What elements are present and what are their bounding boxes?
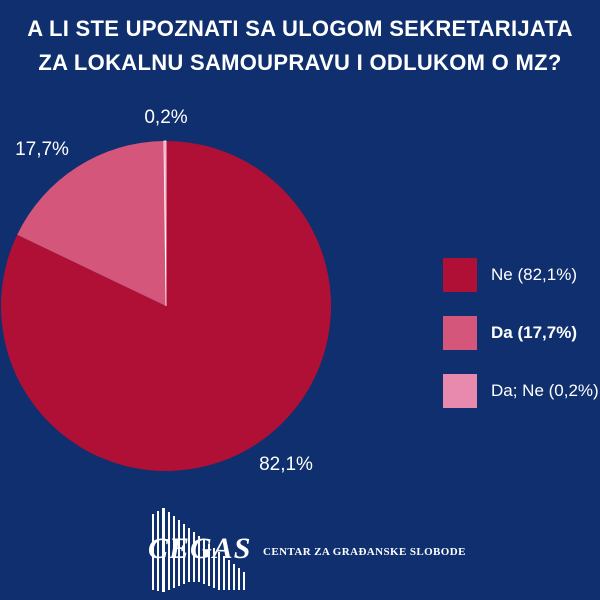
legend-item-da: Da (17,7%) <box>443 314 600 352</box>
footer-logo: CEGAS CENTAR ZA GRAĐANSKE SLOBODE <box>148 508 468 592</box>
data-label-2: 17,7% <box>15 139 69 160</box>
cegas-logo-text: CEGAS <box>148 532 252 565</box>
chart-title-line-1: A LI STE UPOZNATI SA ULOGOM SEKRETARIJAT… <box>27 16 573 41</box>
chart-title: A LI STE UPOZNATI SA ULOGOM SEKRETARIJAT… <box>0 12 600 80</box>
chart-title-line-2: ZA LOKALNU SAMOUPRAVU I ODLUKOM O MZ? <box>38 50 562 75</box>
legend-label-da-ne: Da; Ne (0,2%) <box>491 381 599 400</box>
cegas-logo-bars-icon <box>152 508 245 592</box>
legend-item-ne: Ne (82,1%) <box>443 256 600 294</box>
legend-item-da-ne: Da; Ne (0,2%) <box>443 372 600 410</box>
legend-swatch-da-ne <box>443 374 477 408</box>
legend-label-da: Da (17,7%) <box>491 323 577 342</box>
data-label-1: 82,1% <box>259 454 313 475</box>
legend-swatch-da <box>443 316 477 350</box>
data-label-3: 0,2% <box>144 107 187 128</box>
pie-slice-3 <box>163 140 167 307</box>
legend-swatch-ne <box>443 258 477 292</box>
chart-legend: Ne (82,1%) Da (17,7%) Da; Ne (0,2%) <box>443 256 600 430</box>
legend-label-ne: Ne (82,1%) <box>491 265 577 284</box>
pie-slice-2 <box>17 141 167 306</box>
org-name: CENTAR ZA GRAĐANSKE SLOBODE <box>263 546 466 558</box>
